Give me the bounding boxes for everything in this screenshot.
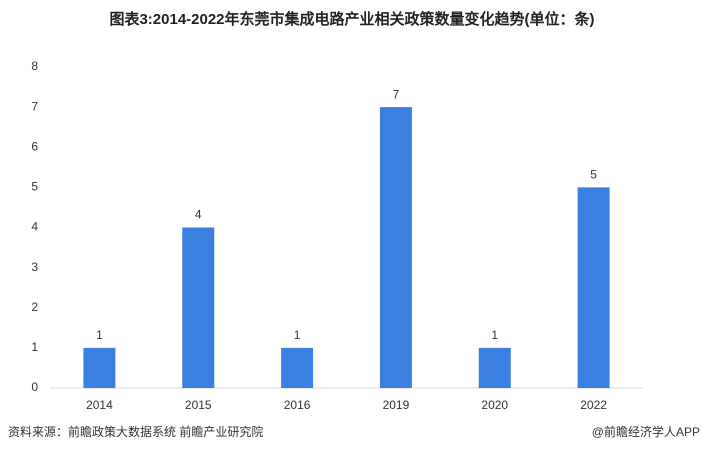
y-tick-label: 8 (31, 59, 38, 73)
x-tick-label: 2019 (383, 398, 410, 412)
x-tick-label: 2014 (86, 398, 113, 412)
data-label: 5 (590, 168, 597, 182)
bar (478, 347, 511, 388)
x-tick-label: 2020 (481, 398, 508, 412)
bar (182, 227, 215, 388)
data-label: 1 (96, 328, 103, 342)
x-tick-label: 2022 (580, 398, 607, 412)
y-tick-label: 5 (31, 180, 38, 194)
data-label: 7 (393, 87, 400, 101)
y-tick-label: 3 (31, 260, 38, 274)
y-tick-label: 6 (31, 139, 38, 153)
bar (577, 187, 610, 388)
bar (281, 347, 314, 388)
bar (83, 347, 116, 388)
bar (379, 107, 412, 388)
y-tick-label: 0 (31, 380, 38, 394)
chart-title: 图表3:2014-2022年东莞市集成电路产业相关政策数量变化趋势(单位：条) (109, 10, 594, 28)
data-label: 4 (195, 208, 202, 222)
data-label: 1 (294, 328, 301, 342)
y-tick-label: 4 (31, 220, 38, 234)
x-tick-label: 2015 (185, 398, 212, 412)
data-label: 1 (491, 328, 498, 342)
y-tick-label: 7 (31, 99, 38, 113)
credit: @前瞻经济学人APP (592, 424, 700, 439)
y-tick-label: 2 (31, 300, 38, 314)
source-note: 资料来源：前瞻政策大数据系统 前瞻产业研究院 (8, 424, 263, 439)
y-tick-label: 1 (31, 340, 38, 354)
x-tick-label: 2016 (284, 398, 311, 412)
